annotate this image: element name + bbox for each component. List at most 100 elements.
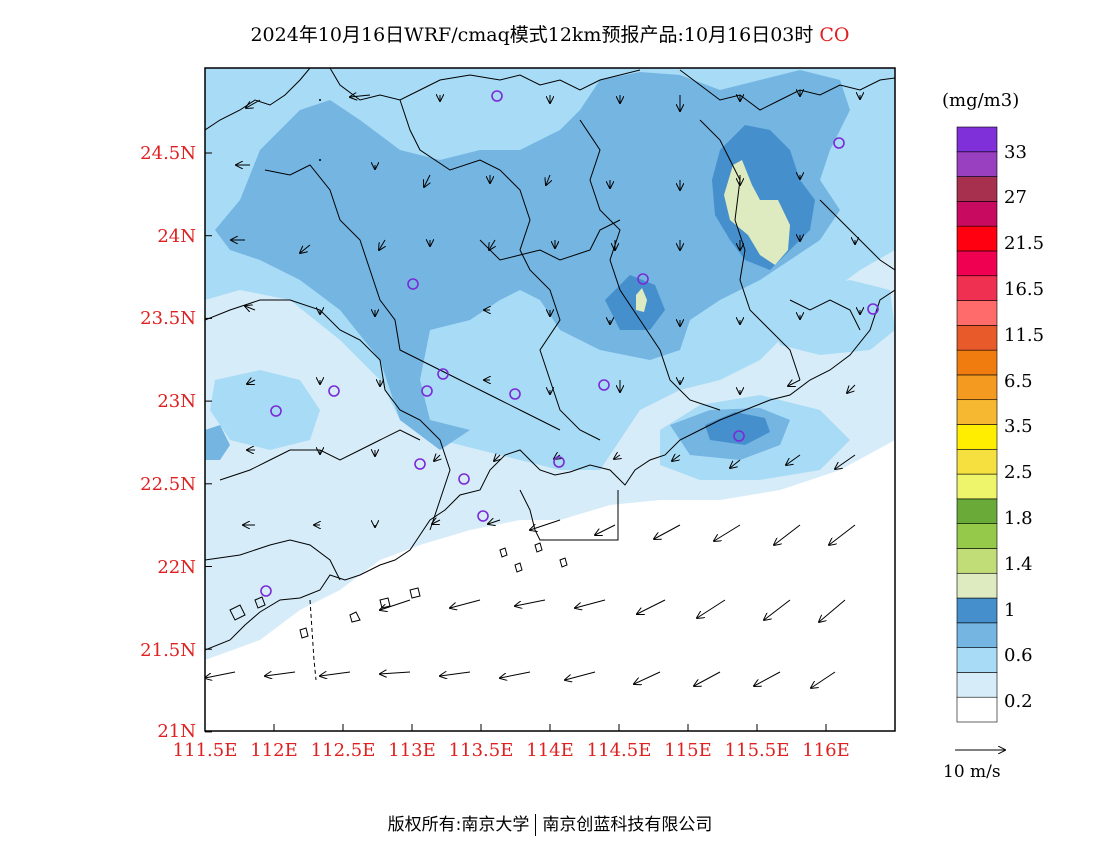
colorbar-swatch: [956, 300, 998, 326]
colorbar-swatch: [956, 126, 998, 153]
colorbar-label: 0.6: [1004, 645, 1033, 666]
wind-arrow: [489, 239, 495, 250]
wind-arrow: [697, 599, 726, 618]
colorbar-label: 1: [1004, 600, 1016, 621]
lon-label-115: 115E: [664, 740, 712, 761]
coastline: [205, 289, 895, 651]
colorbar-swatch: [956, 424, 998, 450]
wind-arrow: [245, 306, 256, 310]
wind-vectors: [205, 90, 860, 688]
wind-arrow: [530, 519, 561, 530]
wind-arrow: [450, 599, 481, 608]
wind-arrow: [637, 599, 666, 614]
company-text: 南京创蓝科技有限公司: [542, 815, 713, 835]
wind-arrow: [205, 671, 236, 678]
wind-arrow: [694, 671, 721, 686]
lat-label-22: 22N: [157, 557, 196, 578]
hongkong-boundary: [519, 489, 619, 541]
wind-arrow: [434, 455, 440, 461]
axis-ticks: [204, 152, 827, 733]
colorbar-swatch: [956, 647, 998, 673]
field-level-0_6-d: [760, 280, 895, 355]
colorbar-swatch: [956, 275, 998, 301]
wind-arrow: [265, 672, 296, 676]
county-boundaries-f: [219, 429, 421, 481]
colorbar-swatch: [956, 672, 998, 698]
footer: 版权所有:南京大学 南京创蓝科技有限公司: [0, 810, 1100, 836]
field-level-0_6-c: [210, 370, 320, 450]
wind-arrow: [595, 524, 616, 535]
lat-label-24: 24N: [157, 226, 196, 247]
lon-label-113_5: 113.5E: [448, 740, 514, 761]
colorbar-swatch: [956, 597, 998, 624]
title-text: 2024年10月16日WRF/cmaq模式12km预报产品:10月16日03时: [250, 24, 814, 46]
wind-arrow: [319, 159, 321, 161]
station-marker: [553, 456, 565, 468]
admin-boundaries: [205, 68, 895, 681]
wind-arrow: [247, 380, 256, 384]
colorbar-swatch: [956, 225, 998, 252]
colorbar-label: 21.5: [1004, 233, 1045, 254]
colorbar-label: 16.5: [1004, 279, 1045, 300]
wind-arrow: [319, 99, 321, 101]
field-level-0_8-c: [205, 425, 230, 460]
field-level-1_2-b: [636, 288, 647, 312]
wind-arrow: [424, 174, 430, 187]
lat-label-22_5: 22.5N: [140, 474, 196, 495]
wind-arrow: [546, 174, 550, 185]
wind-arrow: [350, 95, 371, 97]
county-boundaries-d: [699, 119, 801, 381]
lon-label-114_5: 114.5E: [586, 740, 652, 761]
station-marker: [637, 273, 649, 285]
station-marker: [421, 385, 433, 397]
wind-arrow: [565, 671, 596, 680]
colorbar-label: 3.5: [1004, 416, 1033, 437]
wind-arrow: [494, 455, 500, 461]
station-marker: [458, 473, 470, 485]
colorbar-label: 33: [1004, 142, 1027, 163]
wind-reference-label: 10 m/s: [943, 762, 1001, 782]
lat-label-21_5: 21.5N: [140, 640, 196, 661]
county-boundaries-a: [264, 164, 561, 431]
lat-label-21: 21N: [157, 721, 196, 742]
colorbar-swatch: [956, 523, 998, 549]
colorbar-swatch: [956, 250, 998, 277]
station-marker: [491, 90, 503, 102]
wind-arrow: [500, 671, 531, 678]
colorbar-label: 0.2: [1004, 691, 1033, 712]
colorbar: [956, 126, 998, 723]
station-marker: [598, 379, 610, 391]
colorbar-label: 1.4: [1004, 554, 1033, 575]
lon-label-114: 114E: [526, 740, 574, 761]
colorbar-swatch: [956, 473, 998, 500]
colorbar-swatch: [956, 498, 998, 524]
station-marker: [407, 278, 419, 290]
station-marker: [414, 458, 426, 470]
wind-arrow: [634, 671, 661, 684]
colorbar-label: 11.5: [1004, 325, 1045, 346]
wind-arrow: [320, 672, 351, 676]
station-marker: [270, 405, 282, 417]
map-title: 2024年10月16日WRF/cmaq模式12km预报产品:10月16日03时 C…: [0, 20, 1100, 47]
islands: [229, 542, 568, 639]
wind-arrow: [432, 520, 441, 524]
wind-arrow: [672, 455, 681, 461]
wind-arrow: [754, 671, 781, 686]
colorbar-swatch: [956, 696, 998, 723]
lon-label-111_5: 111.5E: [172, 740, 238, 761]
wind-arrow: [774, 524, 801, 545]
station-marker: [477, 510, 489, 522]
wind-arrow: [764, 599, 791, 620]
species-label: CO: [819, 24, 850, 46]
wind-arrow: [835, 454, 856, 469]
county-boundaries-i: [789, 199, 895, 331]
lat-label-24_5: 24.5N: [140, 143, 196, 164]
colorbar-swatch: [956, 572, 998, 599]
colorbar-swatch: [956, 622, 998, 648]
wind-arrow: [730, 459, 741, 468]
county-boundaries-c: [579, 119, 721, 411]
lat-label-23_5: 23.5N: [140, 308, 196, 329]
lon-label-112: 112E: [250, 740, 298, 761]
wind-arrow: [819, 599, 846, 622]
wind-arrow: [380, 672, 411, 674]
